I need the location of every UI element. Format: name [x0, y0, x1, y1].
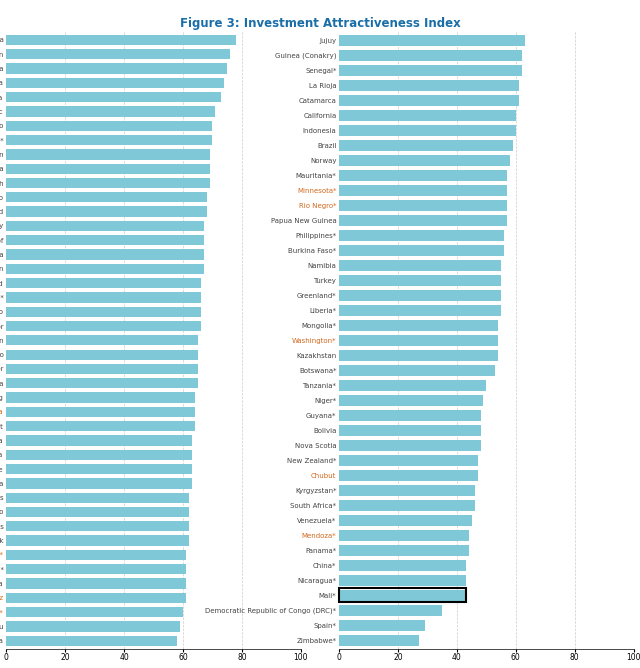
Bar — [6, 321, 201, 331]
Bar — [339, 425, 481, 436]
Bar — [339, 35, 525, 46]
Bar — [339, 245, 504, 256]
Bar — [339, 365, 495, 375]
Bar — [339, 590, 466, 601]
Bar — [6, 249, 204, 260]
Bar — [6, 392, 195, 403]
Bar — [6, 121, 212, 131]
Bar — [6, 378, 198, 388]
Bar — [6, 507, 189, 517]
Bar — [6, 293, 201, 303]
Bar — [6, 364, 198, 374]
Bar — [6, 635, 177, 646]
Bar — [339, 455, 477, 466]
Bar — [339, 170, 507, 181]
Bar — [6, 49, 230, 59]
Bar — [6, 521, 189, 532]
Bar — [6, 264, 204, 274]
Bar — [6, 492, 189, 503]
Bar — [6, 278, 201, 289]
Bar — [6, 92, 221, 102]
Bar — [6, 335, 198, 345]
Bar — [6, 178, 209, 188]
Bar — [339, 545, 468, 556]
Bar — [339, 500, 475, 511]
Bar — [6, 220, 204, 231]
Bar — [6, 593, 186, 603]
Bar — [339, 125, 516, 136]
Bar — [6, 564, 186, 574]
Bar — [6, 35, 236, 45]
Bar — [339, 275, 501, 286]
Bar — [6, 536, 189, 546]
Bar — [339, 215, 507, 226]
Bar — [339, 515, 472, 526]
Bar — [339, 470, 477, 481]
Bar — [339, 635, 419, 646]
Bar — [339, 200, 507, 211]
Bar — [339, 185, 507, 196]
Bar — [6, 63, 227, 73]
Bar — [6, 106, 216, 117]
Bar — [339, 620, 424, 631]
Bar — [6, 607, 183, 617]
Bar — [6, 206, 207, 216]
Bar — [6, 135, 212, 145]
Bar — [339, 95, 519, 106]
Bar — [339, 589, 466, 603]
Bar — [339, 530, 468, 540]
Bar — [339, 335, 498, 346]
Bar — [339, 80, 519, 91]
Bar — [6, 164, 209, 174]
Bar — [6, 235, 204, 245]
Bar — [339, 110, 516, 121]
Bar — [339, 65, 522, 75]
Bar — [6, 621, 180, 631]
Bar — [339, 410, 481, 421]
Bar — [6, 307, 201, 317]
Bar — [339, 605, 442, 616]
Bar — [6, 464, 192, 474]
Bar — [339, 350, 498, 361]
Bar — [6, 578, 186, 589]
Bar — [339, 155, 510, 166]
Bar — [6, 192, 207, 202]
Bar — [6, 77, 224, 88]
Bar — [6, 436, 192, 446]
Bar — [339, 395, 483, 405]
Bar — [6, 421, 195, 432]
Bar — [339, 320, 498, 331]
Bar — [339, 575, 466, 586]
Bar — [6, 478, 192, 488]
Bar — [6, 149, 209, 160]
Bar — [339, 50, 522, 61]
Bar — [339, 485, 475, 496]
Bar — [339, 380, 486, 391]
Bar — [339, 305, 501, 316]
Bar — [6, 550, 186, 560]
Text: Figure 3: Investment Attractiveness Index: Figure 3: Investment Attractiveness Inde… — [180, 17, 460, 29]
Bar — [339, 140, 513, 151]
Bar — [6, 450, 192, 460]
Bar — [6, 407, 195, 417]
Bar — [339, 440, 481, 451]
Bar — [339, 230, 504, 240]
Bar — [339, 560, 466, 570]
Bar — [339, 290, 501, 301]
Bar — [339, 260, 501, 271]
Bar — [6, 349, 198, 360]
